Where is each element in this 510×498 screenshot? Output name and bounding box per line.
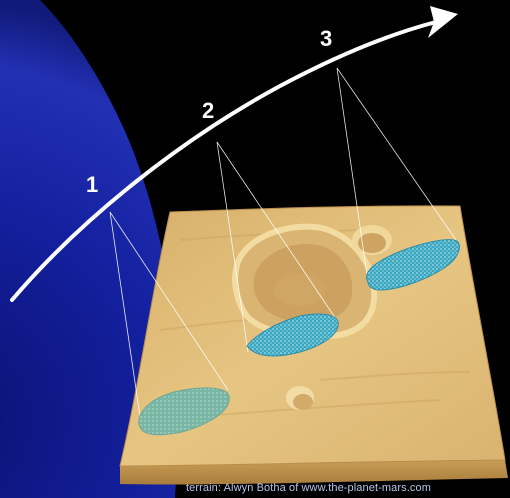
view-cone-3 [336, 67, 457, 283]
small-crater [352, 225, 392, 255]
view-cone-2 [216, 141, 339, 353]
orbit-position-1-label: 1 [86, 172, 98, 197]
orbit-position-2-label: 2 [202, 98, 214, 123]
terrain-side [120, 460, 508, 485]
large-crater [232, 223, 378, 340]
footprint-2 [246, 313, 339, 357]
image-credit: terrain: Alwyn Botha of www.the-planet-m… [186, 482, 431, 494]
footprint-3 [366, 239, 460, 291]
orbit-position-3-label: 3 [320, 26, 332, 51]
view-cone-1 [109, 211, 229, 431]
small-mound [286, 386, 314, 410]
orbit-arrowhead [428, 6, 458, 38]
orbit-path [10, 20, 438, 302]
footprint-1 [138, 387, 230, 436]
